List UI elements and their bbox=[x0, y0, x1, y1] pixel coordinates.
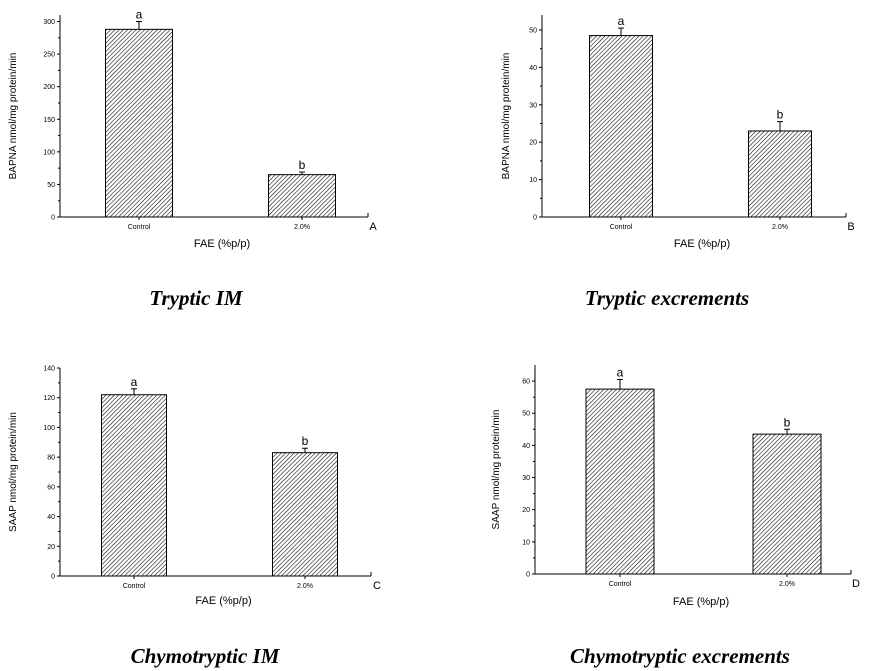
y-tick-label: 150 bbox=[43, 117, 55, 124]
y-tick-label: 0 bbox=[51, 574, 55, 581]
x-axis-title: FAE (%p/p) bbox=[195, 595, 251, 607]
significance-label: a bbox=[617, 365, 624, 379]
y-axis-title: SAAP nmol/mg protein/min bbox=[8, 412, 19, 532]
y-tick-label: 20 bbox=[47, 544, 55, 551]
x-tick-label: 2.0% bbox=[772, 224, 788, 231]
significance-label: b bbox=[784, 415, 791, 429]
chart-panel-c: 0 20 40 60 80 100 120 140 a Control b 2.0% FAE (%p/p… bbox=[8, 366, 381, 608]
bar bbox=[105, 28, 173, 218]
y-tick-label: 100 bbox=[43, 149, 55, 156]
x-tick-label: Control bbox=[128, 224, 151, 231]
y-tick-label: 50 bbox=[522, 411, 530, 418]
y-tick-label: 40 bbox=[529, 65, 537, 72]
y-tick-label: 0 bbox=[51, 215, 55, 222]
y-tick-label: 80 bbox=[47, 455, 55, 462]
y-tick-label: 60 bbox=[47, 484, 55, 491]
y-axis-title: BAPNA nmol/mg protein/min bbox=[8, 53, 19, 180]
significance-label: b bbox=[777, 108, 784, 122]
x-axis-title: FAE (%p/p) bbox=[673, 596, 729, 608]
x-tick-label: 2.0% bbox=[779, 581, 795, 588]
panel-letter: D bbox=[852, 578, 860, 590]
x-tick-label: Control bbox=[610, 224, 633, 231]
x-tick-label: Control bbox=[609, 581, 632, 588]
y-tick-label: 50 bbox=[529, 27, 537, 34]
x-axis-title: FAE (%p/p) bbox=[194, 238, 250, 250]
y-tick-label: 120 bbox=[43, 395, 55, 402]
y-tick-label: 100 bbox=[43, 425, 55, 432]
significance-label: a bbox=[618, 14, 625, 28]
bar bbox=[272, 452, 338, 577]
bar bbox=[748, 130, 812, 218]
bar bbox=[268, 174, 336, 218]
panel-letter: B bbox=[847, 221, 854, 233]
significance-label: a bbox=[136, 8, 143, 22]
y-axis-title: BAPNA nmol/mg protein/min bbox=[501, 53, 512, 180]
panel-letter: A bbox=[369, 221, 377, 233]
y-tick-label: 20 bbox=[529, 140, 537, 147]
y-tick-label: 10 bbox=[529, 177, 537, 184]
caption-chymotryptic-im: Chymotryptic IM bbox=[130, 644, 280, 668]
panel-letter: C bbox=[373, 580, 381, 592]
y-tick-label: 60 bbox=[522, 379, 530, 386]
x-tick-label: 2.0% bbox=[294, 224, 310, 231]
bar bbox=[101, 394, 167, 577]
y-axis-title: SAAP nmol/mg protein/min bbox=[491, 410, 502, 530]
bar bbox=[589, 35, 653, 218]
y-tick-label: 250 bbox=[43, 52, 55, 59]
y-tick-label: 40 bbox=[522, 443, 530, 450]
bar bbox=[585, 388, 655, 575]
significance-label: b bbox=[302, 434, 309, 448]
chart-panel-b: 0 10 20 30 40 50 a Control b 2.0% FAE (%p/p) BAPNA … bbox=[501, 14, 855, 250]
x-tick-label: Control bbox=[123, 583, 146, 590]
caption-tryptic-im: Tryptic IM bbox=[149, 286, 243, 310]
y-tick-label: 40 bbox=[47, 514, 55, 521]
x-tick-label: 2.0% bbox=[297, 583, 313, 590]
y-tick-label: 30 bbox=[522, 475, 530, 482]
y-tick-label: 140 bbox=[43, 366, 55, 373]
y-tick-label: 30 bbox=[529, 102, 537, 109]
y-tick-label: 300 bbox=[43, 19, 55, 26]
caption-tryptic-excrements: Tryptic excrements bbox=[584, 286, 750, 310]
bar bbox=[752, 433, 822, 575]
x-axis-title: FAE (%p/p) bbox=[674, 238, 730, 250]
chart-panel-a: 0 50 100 150 200 250 300 a Control b 2.0% FAE (%p/p… bbox=[8, 8, 377, 250]
chart-panel-d: 0 10 20 30 40 50 60 a Control b 2.0% FAE (%p/p) SAAP… bbox=[491, 365, 860, 608]
y-tick-label: 50 bbox=[47, 182, 55, 189]
y-tick-label: 0 bbox=[526, 572, 530, 579]
y-tick-label: 200 bbox=[43, 84, 55, 91]
significance-label: b bbox=[299, 158, 306, 172]
y-tick-label: 20 bbox=[522, 507, 530, 514]
y-tick-label: 0 bbox=[533, 215, 537, 222]
y-tick-label: 10 bbox=[522, 539, 530, 546]
significance-label: a bbox=[131, 375, 138, 389]
caption-chymotryptic-excrements: Chymotryptic excrements bbox=[570, 644, 790, 668]
